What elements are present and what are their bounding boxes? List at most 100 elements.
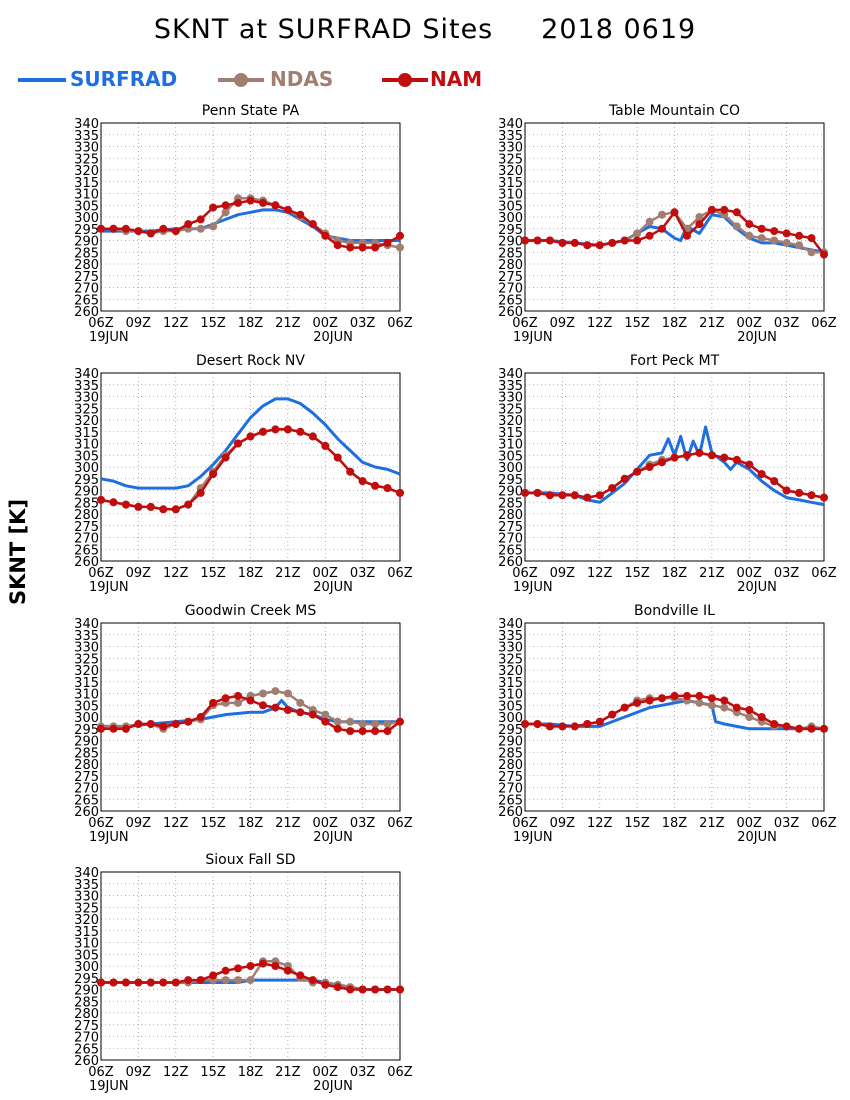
data-point-nam xyxy=(146,720,155,728)
data-point-nam xyxy=(383,484,392,493)
data-point-nam xyxy=(221,201,230,210)
data-point-nam xyxy=(645,231,654,240)
x-tick-label: 09Z xyxy=(126,316,152,331)
x-tick-label: 09Z xyxy=(550,816,576,831)
data-point-nam xyxy=(695,220,704,229)
y-tick-label: 340 xyxy=(498,617,523,632)
data-point-ndas xyxy=(283,689,292,698)
y-tick-label: 270 xyxy=(74,282,99,297)
y-tick-label: 260 xyxy=(74,805,99,820)
y-tick-label: 335 xyxy=(498,129,523,144)
y-tick-label: 305 xyxy=(74,948,99,963)
data-point-nam xyxy=(283,205,292,214)
data-point-nam xyxy=(795,724,804,733)
data-point-nam xyxy=(521,720,529,728)
y-tick-label: 335 xyxy=(74,878,99,893)
data-point-nam xyxy=(670,691,679,700)
data-point-ndas xyxy=(259,689,267,698)
x-tick-label: 06Z xyxy=(387,816,413,831)
panel-frame xyxy=(100,871,401,1061)
y-tick-label: 305 xyxy=(74,199,99,214)
date-label: 20JUN xyxy=(313,1079,353,1094)
y-tick-label: 330 xyxy=(74,890,99,905)
data-point-ndas xyxy=(246,976,255,985)
panel-4: Goodwin Creek MS 260265270275280285290295… xyxy=(74,603,413,845)
y-tick-label: 335 xyxy=(498,379,523,394)
date-label: 19JUN xyxy=(513,330,553,345)
data-point-nam xyxy=(533,488,542,497)
x-tick-label: 12Z xyxy=(163,816,189,831)
x-tick-label: 18Z xyxy=(238,566,264,581)
y-tick-label: 290 xyxy=(74,735,99,750)
data-point-nam xyxy=(358,477,367,486)
y-tick-label: 310 xyxy=(498,188,523,203)
y-tick-label: 290 xyxy=(498,735,523,750)
data-point-nam xyxy=(283,966,292,975)
y-tick-label: 330 xyxy=(74,141,99,156)
date-label: 20JUN xyxy=(737,580,777,595)
y-tick-label: 325 xyxy=(74,901,99,916)
data-point-nam xyxy=(97,224,105,233)
x-tick-label: 03Z xyxy=(350,1065,376,1080)
y-tick-label: 265 xyxy=(74,293,99,308)
data-point-nam xyxy=(633,467,642,476)
y-tick-label: 290 xyxy=(74,485,99,500)
data-point-nam xyxy=(271,962,280,970)
y-tick-label: 320 xyxy=(74,664,99,679)
data-point-nam xyxy=(121,978,130,987)
data-point-nam xyxy=(545,722,554,731)
y-tick-label: 265 xyxy=(74,1042,99,1057)
data-point-nam xyxy=(171,720,180,728)
y-tick-label: 305 xyxy=(498,199,523,214)
y-tick-label: 295 xyxy=(498,723,523,738)
y-tick-label: 330 xyxy=(498,641,523,656)
y-tick-label: 310 xyxy=(74,688,99,703)
x-tick-label: 06Z xyxy=(88,566,114,581)
date-label: 20JUN xyxy=(737,330,777,345)
y-tick-label: 315 xyxy=(498,676,523,691)
data-point-nam xyxy=(308,710,317,719)
data-point-nam xyxy=(645,463,654,471)
data-point-ndas xyxy=(196,224,205,233)
data-point-nam xyxy=(558,238,567,247)
data-point-nam xyxy=(333,453,342,462)
data-point-nam xyxy=(221,966,230,975)
y-tick-label: 300 xyxy=(498,211,523,226)
y-tick-label: 270 xyxy=(74,1031,99,1046)
data-point-nam xyxy=(196,976,205,985)
data-point-nam xyxy=(246,696,255,705)
x-tick-label: 09Z xyxy=(126,816,152,831)
legend-label-surfrad: SURFRAD xyxy=(70,67,178,91)
data-point-nam xyxy=(807,234,816,243)
y-tick-label: 295 xyxy=(74,223,99,238)
data-point-nam xyxy=(109,224,118,233)
x-tick-label: 21Z xyxy=(699,566,725,581)
y-tick-label: 300 xyxy=(74,711,99,726)
data-point-ndas xyxy=(707,701,716,710)
data-point-nam xyxy=(782,229,791,238)
y-tick-label: 310 xyxy=(74,188,99,203)
data-point-nam xyxy=(221,453,230,462)
data-point-nam xyxy=(545,491,554,500)
y-tick-label: 275 xyxy=(74,770,99,785)
data-point-nam xyxy=(757,713,766,721)
data-point-nam xyxy=(670,208,679,217)
x-tick-label: 15Z xyxy=(200,1065,226,1080)
data-point-nam xyxy=(171,505,180,514)
y-tick-label: 275 xyxy=(74,270,99,285)
panel-1: Table Mountain CO 26026527027528028529029… xyxy=(498,103,837,345)
panel-title: Goodwin Creek MS xyxy=(185,603,317,619)
data-point-nam xyxy=(234,964,242,973)
data-point-nam xyxy=(159,722,168,731)
data-point-nam xyxy=(770,720,779,728)
data-point-nam xyxy=(820,493,828,502)
data-point-nam xyxy=(209,470,218,479)
y-tick-label: 295 xyxy=(74,473,99,488)
panel-title: Table Mountain CO xyxy=(608,103,740,119)
data-point-nam xyxy=(583,720,592,728)
data-point-nam xyxy=(196,713,205,721)
y-tick-label: 330 xyxy=(74,391,99,406)
date-label: 20JUN xyxy=(313,830,353,845)
data-point-ndas xyxy=(745,231,754,240)
x-tick-label: 12Z xyxy=(163,566,189,581)
